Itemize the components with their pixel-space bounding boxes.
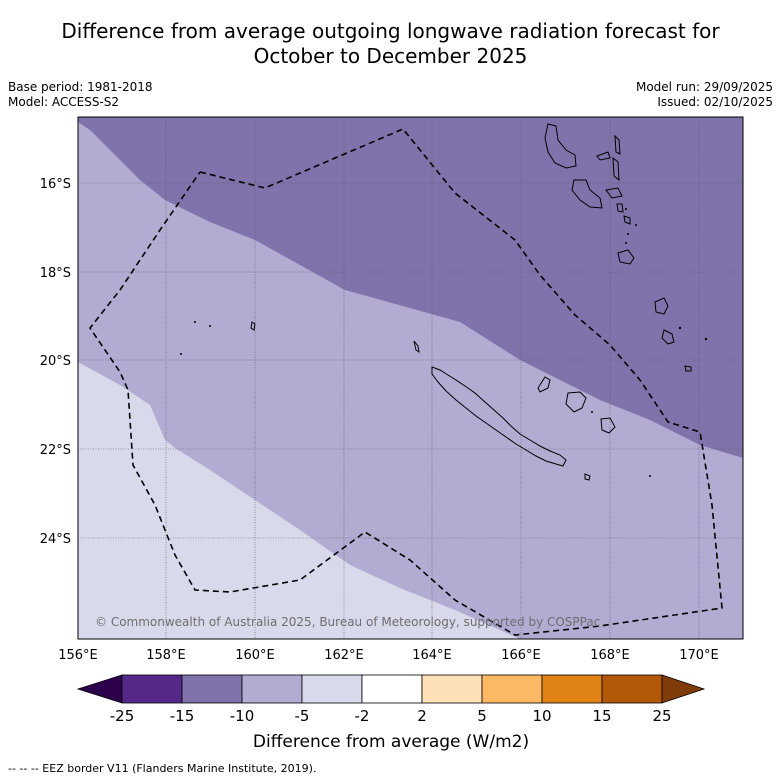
colorbar-label: 25 (652, 707, 671, 725)
eez-border (89, 128, 723, 636)
base-period: Base period: 1981-2018 (8, 80, 153, 94)
colorbar (76, 674, 706, 704)
graticule (78, 117, 743, 639)
lon-tick-labels: 156°E 158°E 160°E 162°E 164°E 166°E 168°… (58, 648, 719, 663)
walpole-island (584, 473, 591, 481)
lat-tick: 22°S (40, 443, 71, 458)
colorbar-extend-low (76, 674, 123, 704)
new-caledonia-grande-terre (431, 366, 567, 467)
vanuatu-tanna (661, 329, 675, 345)
colorbar-segment (301, 674, 363, 704)
colorbar-label: 5 (477, 707, 487, 725)
colorbar-label: -25 (110, 707, 135, 725)
colorbar-segment (481, 674, 543, 704)
colorbar-label: -10 (230, 707, 255, 725)
chesterfield-islet (250, 321, 256, 331)
lon-tick: 156°E (58, 648, 98, 663)
model-run: Model run: 29/09/2025 (635, 80, 773, 94)
vanuatu-erromango (654, 297, 669, 315)
colorbar-label: -15 (170, 707, 195, 725)
loyalty-mare (600, 417, 616, 434)
lon-tick: 162°E (324, 648, 364, 663)
colorbar-title: Difference from average (W/m2) (253, 732, 529, 752)
vanuatu-espiritu-santo (544, 123, 577, 169)
coastlines (250, 123, 692, 481)
lat-tick: 18°S (40, 266, 71, 281)
vanuatu-epi (616, 203, 624, 213)
lon-tick: 160°E (235, 648, 275, 663)
lat-tick: 20°S (40, 354, 71, 369)
colorbar-label: 10 (532, 707, 551, 725)
lon-tick: 168°E (590, 648, 630, 663)
colorbar-label: -2 (355, 707, 370, 725)
lat-tick: 16°S (40, 177, 71, 192)
colorbar-segment (361, 674, 423, 704)
title-line-1: Difference from average outgoing longwav… (61, 19, 720, 43)
lat-tick-labels: 16°S 18°S 20°S 22°S 24°S (40, 177, 71, 547)
colorbar-labels: -25 -15 -10 -5 -2 2 5 10 15 25 (110, 707, 672, 725)
chart-title: Difference from average outgoing longwav… (0, 19, 781, 69)
copyright-note: © Commonwealth of Australia 2025, Bureau… (95, 615, 600, 629)
title-line-2: October to December 2025 (253, 44, 528, 68)
belep-islands (413, 340, 420, 354)
anomaly-band-minus-10-to-minus-15 (78, 117, 743, 458)
colorbar-label: 2 (417, 707, 427, 725)
vanuatu-aneityum (684, 365, 692, 372)
colorbar-segment (181, 674, 243, 704)
vanuatu-maewo (614, 134, 621, 155)
vanuatu-efate (617, 249, 635, 265)
vanuatu-ambae (596, 151, 611, 161)
colorbar-segment (541, 674, 603, 704)
map-frame (77, 116, 744, 640)
vanuatu-pentecost (612, 156, 620, 182)
colorbar-segment (601, 674, 663, 704)
colorbar-label: 15 (592, 707, 611, 725)
map-panel (78, 117, 743, 639)
vanuatu-malekula (571, 179, 603, 209)
meta-right: Model run: 29/09/2025 Issued: 02/10/2025 (636, 80, 773, 110)
vanuatu-shepherds (623, 215, 631, 225)
colorbar-label: -5 (295, 707, 310, 725)
islet-dots (180, 208, 708, 477)
issued-date: Issued: 02/10/2025 (657, 95, 773, 109)
vanuatu-ambrym (605, 187, 623, 199)
loyalty-ouvea (537, 376, 551, 393)
colorbar-segment (421, 674, 483, 704)
model-name: Model: ACCESS-S2 (8, 95, 120, 109)
meta-left: Base period: 1981-2018 Model: ACCESS-S2 (8, 80, 153, 110)
lon-tick: 166°E (501, 648, 541, 663)
colorbar-extend-high (661, 674, 706, 704)
loyalty-lifou (565, 391, 587, 413)
lat-tick: 24°S (40, 532, 71, 547)
lon-tick: 164°E (412, 648, 452, 663)
lon-tick: 158°E (146, 648, 186, 663)
colorbar-segment (121, 674, 183, 704)
colorbar-segment (241, 674, 303, 704)
lon-tick: 170°E (679, 648, 719, 663)
footer-note: -- -- -- EEZ border V11 (Flanders Marine… (8, 762, 317, 775)
